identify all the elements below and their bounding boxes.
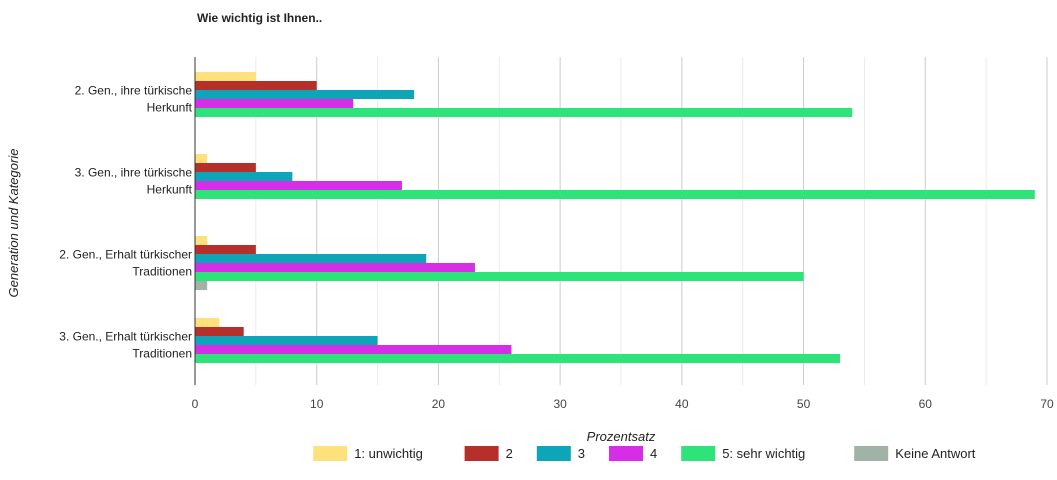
bar [195,345,512,354]
y-tick-label: 2. Gen., Erhalt türkischer Traditionen [59,248,192,279]
x-tick-label: 0 [192,397,199,411]
legend-swatch [854,446,889,461]
legend-swatch [681,446,716,461]
bar [195,263,475,272]
bar [195,236,208,245]
legend-label: 4 [650,446,657,461]
legend-item[interactable]: 2 [464,446,513,461]
bars [195,72,1035,363]
legend-swatch [536,446,571,461]
bar [195,254,427,263]
bar [195,163,256,172]
legend-swatch [464,446,499,461]
bar [195,190,1035,199]
x-tick-label: 70 [1040,397,1054,411]
bar [195,99,354,108]
chart-title: Wie wichtig ist Ihnen.. [197,11,322,25]
bar [195,281,208,290]
bar [195,81,317,90]
axes: 0 10 20 30 40 50 60 70 2. Gen., ihre türkische He… [59,57,1054,411]
bar [195,181,402,190]
y-tick-label: 2. Gen., ihre türkische Herkunft [75,84,193,115]
y-tick-label: 3. Gen., Erhalt türkischer Traditionen [59,330,192,361]
x-axis-label: Prozentsatz [587,429,656,444]
bar [195,318,220,327]
bar [195,272,804,281]
y-tick-label: 3. Gen., ihre türkische Herkunft [75,166,193,197]
legend-item[interactable]: 3 [536,446,585,461]
bar [195,245,256,254]
bar [195,172,293,181]
x-tick-label: 40 [675,397,689,411]
x-tick-label: 20 [432,397,446,411]
bar [195,354,841,363]
y-axis-label: Generation und Kategorie [6,149,21,298]
legend: 1: unwichtig 2 3 4 5: sehr wichtig Keine Antw… [313,446,976,461]
x-tick-label: 60 [919,397,933,411]
legend-label: 1: unwichtig [354,446,423,461]
legend-label: Keine Antwort [895,446,976,461]
legend-item[interactable]: Keine Antwort [854,446,976,461]
legend-label: 5: sehr wichtig [722,446,805,461]
bar [195,327,244,336]
legend-item[interactable]: 5: sehr wichtig [681,446,805,461]
bar [195,108,853,117]
legend-swatch [313,446,348,461]
bar [195,154,208,163]
bar [195,336,378,345]
x-tick-label: 30 [553,397,567,411]
legend-label: 2 [506,446,513,461]
legend-label: 3 [578,446,585,461]
x-tick-label: 50 [797,397,811,411]
legend-swatch [609,446,643,461]
legend-item[interactable]: 4 [609,446,657,461]
x-tick-label: 10 [310,397,324,411]
legend-item[interactable]: 1: unwichtig [313,446,423,461]
bar [195,90,415,99]
bar [195,72,256,81]
